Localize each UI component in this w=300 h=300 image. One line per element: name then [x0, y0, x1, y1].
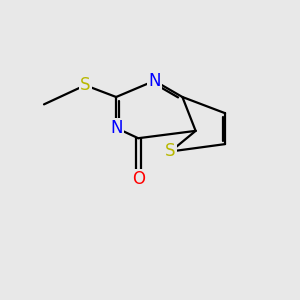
Text: N: N	[110, 119, 122, 137]
Text: S: S	[165, 142, 176, 160]
Text: O: O	[132, 170, 145, 188]
Text: S: S	[80, 76, 91, 94]
Text: N: N	[148, 72, 161, 90]
